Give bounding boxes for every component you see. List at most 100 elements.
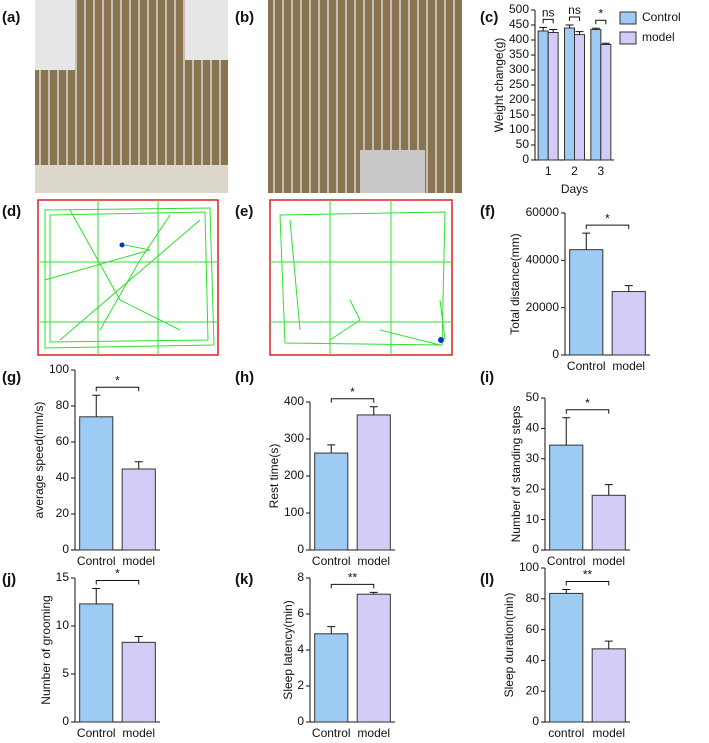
error-bar — [134, 636, 143, 643]
error-bar — [601, 42, 610, 45]
bar — [591, 494, 626, 551]
x-tick-label: model — [592, 726, 625, 740]
significance-label: * — [350, 385, 355, 399]
y-tick-label: 20 — [56, 506, 70, 520]
bar — [537, 30, 549, 161]
error-bar — [562, 417, 571, 446]
significance-bracket — [95, 386, 140, 392]
bar — [547, 32, 559, 161]
x-tick-label: 2 — [571, 164, 578, 178]
error-bar — [92, 588, 101, 604]
y-tick-label: 100 — [509, 122, 529, 136]
bar — [591, 648, 626, 723]
bar — [79, 416, 114, 551]
y-tick-label: 30 — [526, 451, 540, 465]
x-tick-label: Control — [567, 359, 606, 373]
significance-label: ns — [542, 6, 555, 20]
y-tick-label: 400 — [284, 394, 304, 408]
significance-bracket — [568, 16, 581, 21]
y-tick-label: 250 — [509, 77, 529, 91]
y-tick-label: 350 — [509, 47, 529, 61]
x-tick-label: model — [357, 726, 390, 740]
y-tick-label: 300 — [509, 62, 529, 76]
y-tick-label: 0 — [532, 714, 539, 728]
significance-label: * — [598, 6, 603, 20]
y-axis-label: Total distance(mm) — [508, 233, 522, 334]
photo-detail — [185, 0, 228, 60]
error-bar — [582, 232, 591, 250]
y-tick-label: 10 — [526, 512, 540, 526]
photo-detail — [35, 0, 75, 70]
y-tick-label: 80 — [526, 591, 540, 605]
significance-label: ** — [348, 571, 358, 585]
bar — [79, 603, 114, 723]
error-bar — [604, 640, 613, 649]
significance-bracket — [542, 18, 554, 24]
y-tick-label: 500 — [509, 2, 529, 16]
x-tick-label: Control — [312, 726, 351, 740]
error-bar — [369, 406, 378, 415]
panel-label: (b) — [235, 9, 254, 26]
bar — [549, 592, 584, 723]
x-tick-label: model — [612, 359, 645, 373]
error-bar — [369, 591, 378, 595]
y-tick-label: 400 — [509, 32, 529, 46]
bar — [356, 414, 391, 551]
bar — [600, 44, 612, 161]
error-bar — [327, 626, 336, 634]
bar — [611, 291, 646, 356]
significance-label: * — [605, 211, 610, 225]
panel-label: (k) — [235, 571, 253, 588]
y-tick-label: 40 — [526, 653, 540, 667]
panel-label: (g) — [2, 369, 21, 386]
y-tick-label: 10 — [56, 618, 70, 632]
y-tick-label: 50 — [516, 137, 530, 151]
y-tick-label: 0 — [522, 152, 529, 166]
error-bar — [624, 285, 633, 292]
significance-bracket — [595, 19, 607, 25]
y-tick-label: 200 — [284, 468, 304, 482]
y-tick-label: 20 — [526, 683, 540, 697]
y-tick-label: 0 — [62, 542, 69, 556]
y-tick-label: 100 — [519, 560, 539, 574]
y-tick-label: 0 — [532, 542, 539, 556]
y-tick-label: 100 — [49, 362, 69, 376]
y-tick-label: 20 — [526, 481, 540, 495]
y-tick-label: 6 — [297, 606, 304, 620]
x-tick-label: Control — [77, 554, 116, 568]
bar — [121, 641, 156, 723]
x-tick-label: model — [122, 726, 155, 740]
panel-label: (h) — [235, 369, 254, 386]
significance-bracket — [330, 398, 375, 403]
y-tick-label: 0 — [297, 714, 304, 728]
x-tick-label: model — [122, 554, 155, 568]
x-tick-label: model — [357, 554, 390, 568]
panel-label: (a) — [2, 9, 20, 26]
y-tick-label: 0 — [552, 347, 559, 361]
y-axis-label: Weight change(g) — [492, 38, 506, 133]
bar — [590, 29, 602, 161]
y-tick-label: 5 — [62, 666, 69, 680]
panel-label: (j) — [2, 571, 16, 588]
significance-bracket — [565, 409, 610, 414]
y-tick-label: 50 — [526, 390, 540, 404]
y-tick-label: 60 — [56, 434, 70, 448]
x-tick-label: 3 — [597, 164, 604, 178]
significance-bracket — [565, 581, 610, 586]
y-tick-label: 40000 — [526, 253, 560, 267]
error-bar — [539, 26, 548, 31]
panel-label: (l) — [480, 571, 494, 588]
legend-label: model — [642, 30, 675, 44]
legend-label: Control — [642, 10, 681, 24]
panel-label: (d) — [2, 203, 21, 220]
y-tick-label: 60 — [526, 622, 540, 636]
significance-bracket — [330, 583, 375, 589]
error-bar — [134, 461, 143, 469]
y-tick-label: 60000 — [526, 205, 560, 219]
error-bar — [327, 444, 336, 454]
bar — [356, 593, 391, 723]
x-tick-label: Control — [547, 554, 586, 568]
error-bar — [565, 24, 574, 28]
panel-label: (c) — [480, 9, 498, 26]
